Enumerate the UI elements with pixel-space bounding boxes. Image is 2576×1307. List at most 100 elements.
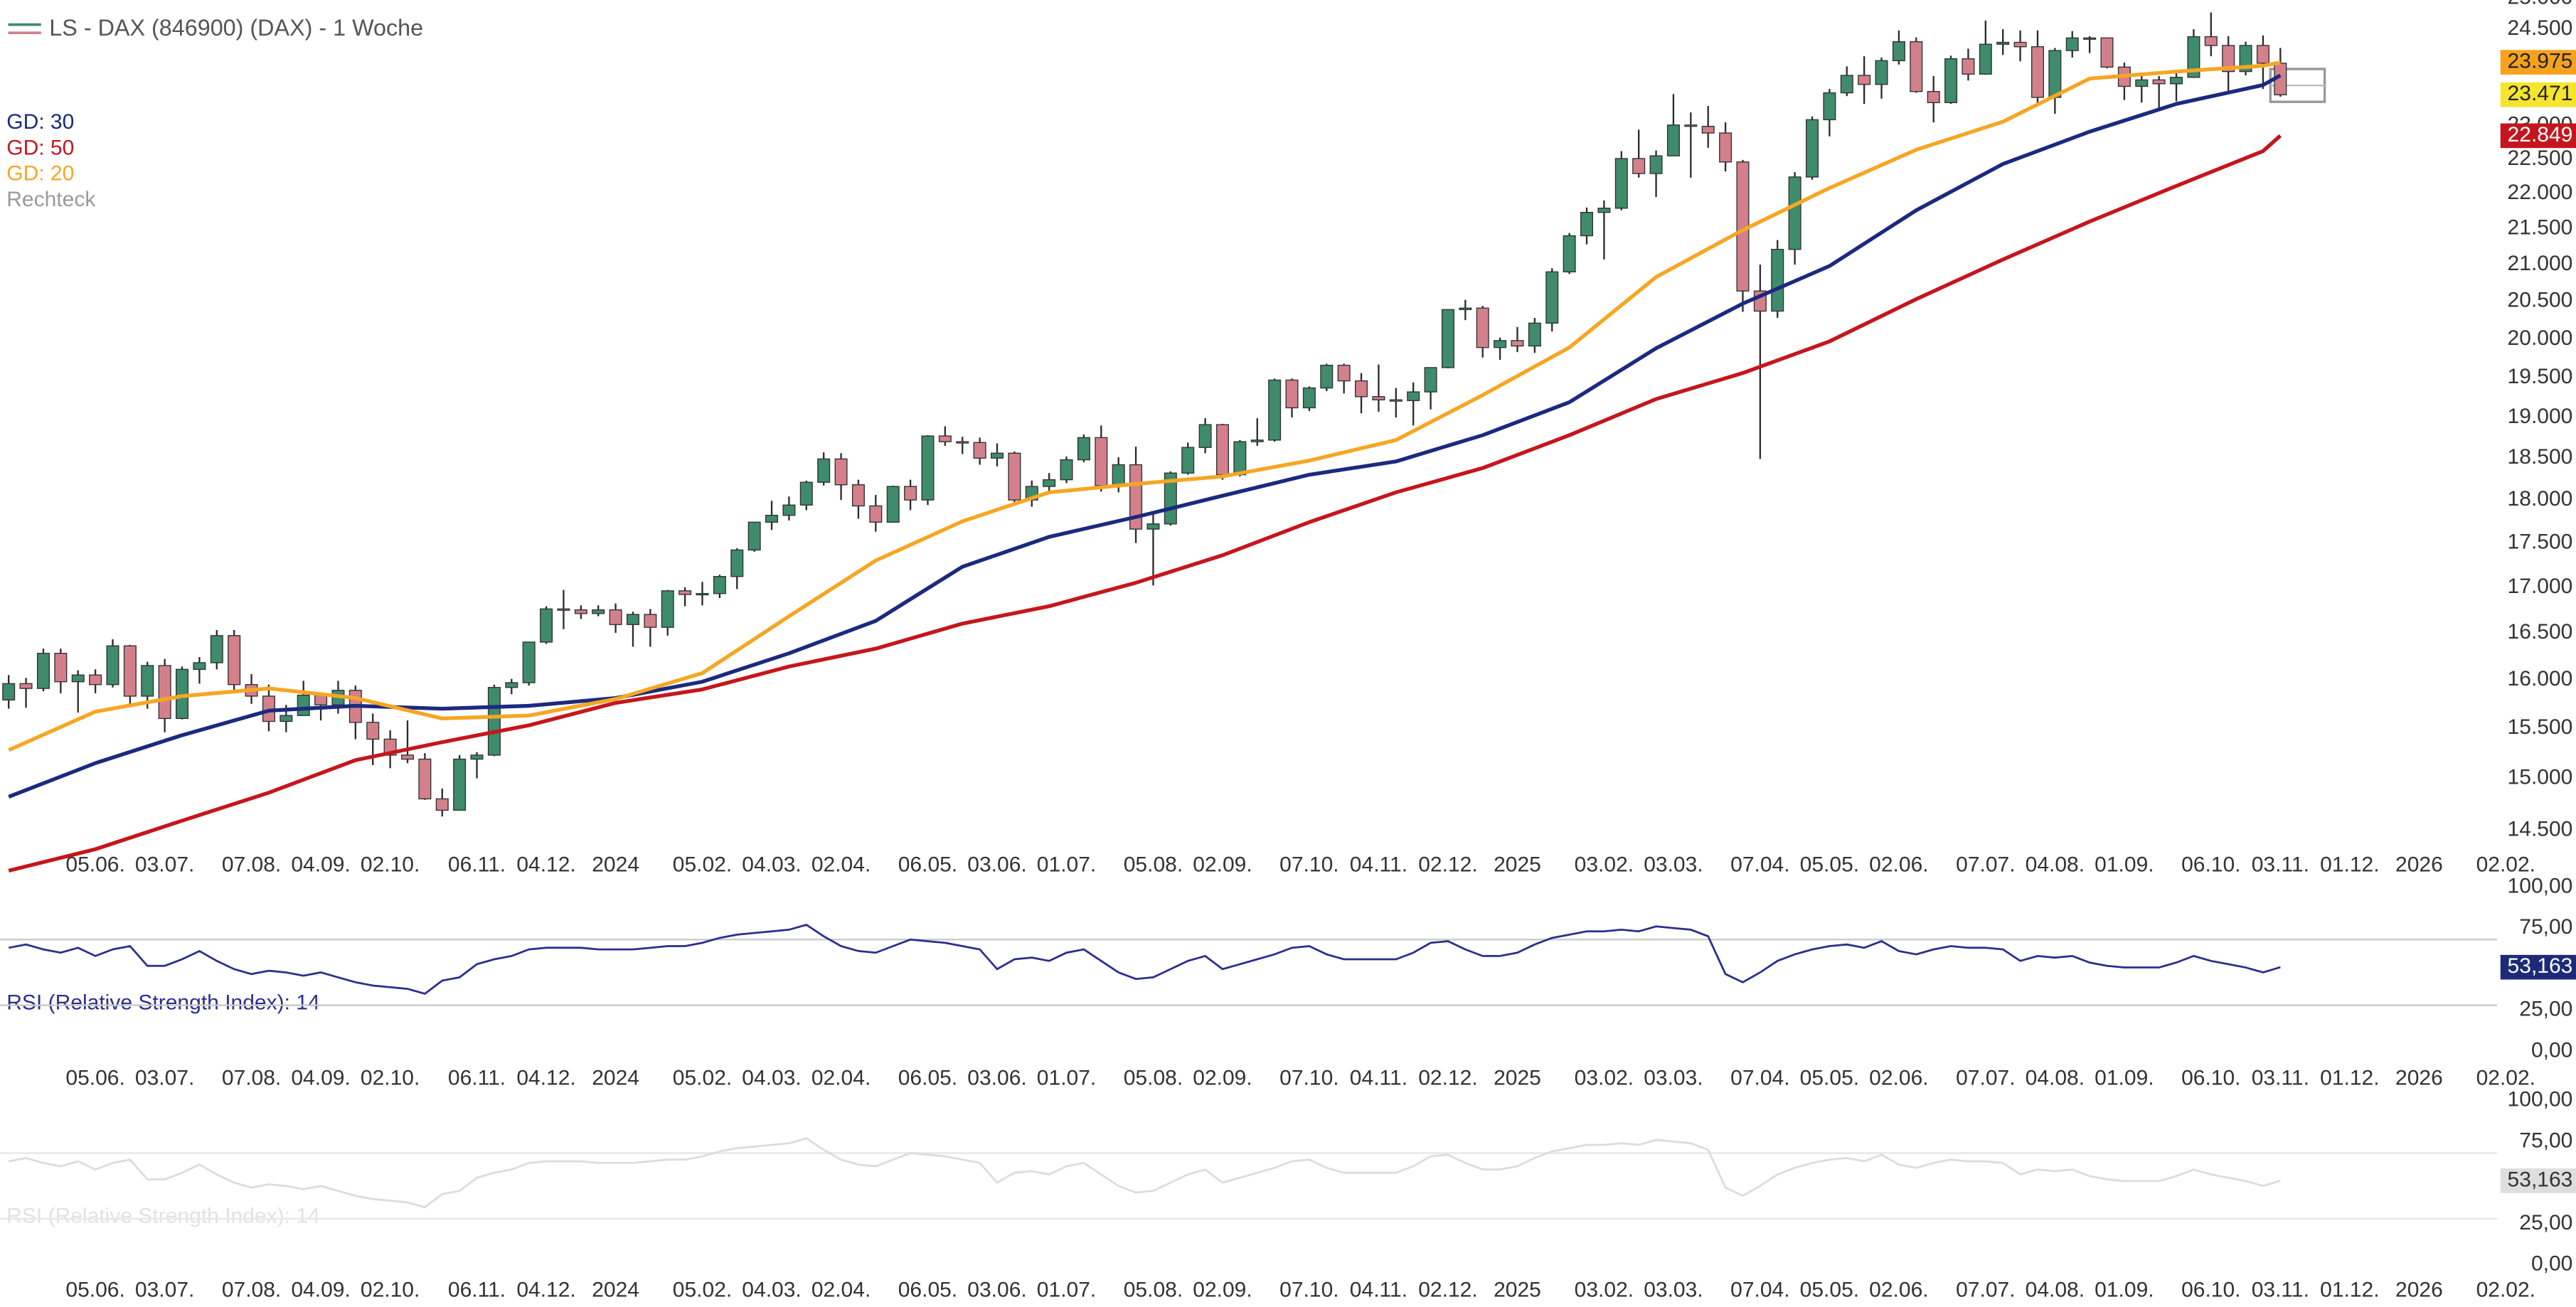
candle-body (2222, 45, 2235, 73)
candle-body (1892, 41, 1905, 62)
candle-body (1146, 523, 1160, 530)
candle-body (799, 481, 813, 506)
y-tick-label: 20.000 (2508, 326, 2573, 350)
y-tick-label: 16.000 (2508, 667, 2573, 690)
x-tick-label: 2024 (592, 853, 639, 876)
x-tick-label: 07.07. (1956, 1067, 2015, 1090)
candle-body (141, 665, 154, 697)
x-tick-label: 06.11. (448, 1279, 506, 1302)
x-tick-label: 02.02. (2476, 1067, 2535, 1090)
rsi-tick-label: 75,00 (2519, 915, 2572, 939)
rsi-tick-label: 75,00 (2519, 1129, 2572, 1152)
x-tick-label: 06.05. (898, 1067, 957, 1090)
y-tick-label: 20.500 (2508, 289, 2573, 312)
candle-body (782, 504, 796, 516)
x-tick-label: 03.06. (967, 853, 1026, 876)
x-tick-label: 02.10. (361, 1067, 420, 1090)
candle-body (2152, 79, 2166, 85)
x-tick-label: 2026 (2395, 1279, 2443, 1302)
x-tick-label: 02.06. (1869, 1279, 1928, 1302)
candle-body (921, 435, 935, 501)
y-tick-label: 17.500 (2508, 530, 2573, 554)
y-tick-label: 22.500 (2508, 146, 2573, 170)
candle-body (1233, 441, 1247, 476)
candle-body (1910, 41, 1923, 92)
x-tick-label: 06.10. (2181, 853, 2240, 876)
candle-body (540, 608, 553, 643)
y-tick-label: 16.500 (2508, 620, 2573, 644)
x-tick-label: 02.04. (811, 1067, 871, 1090)
candle-body (1996, 41, 2010, 45)
candle-body (193, 662, 206, 670)
candle-body (280, 715, 293, 722)
x-tick-label: 03.11. (2252, 1279, 2309, 1302)
rsi-value-box (2500, 1168, 2576, 1193)
x-tick-label: 07.10. (1279, 853, 1338, 876)
x-tick-label: 04.08. (2026, 1067, 2085, 1090)
candle-body (869, 505, 883, 523)
x-tick-label: 03.07. (135, 1067, 194, 1090)
x-tick-label: 03.07. (135, 853, 194, 876)
x-tick-label: 07.07. (1956, 1279, 2015, 1302)
legend-entry: GD: 50 (6, 136, 74, 159)
x-tick-label: 04.08. (2026, 1279, 2085, 1302)
candle-body (1407, 391, 1420, 402)
x-tick-label: 06.11. (448, 853, 506, 876)
candle-body (730, 549, 744, 577)
x-tick-label: 01.07. (1037, 1279, 1096, 1302)
candle-body (1389, 399, 1403, 402)
candle-body (609, 609, 622, 625)
candle-body (973, 442, 986, 459)
moving-average-line (8, 73, 2282, 799)
x-tick-label: 04.11. (1350, 1067, 1407, 1090)
candle-body (2031, 46, 2044, 98)
candle-body (19, 683, 33, 689)
x-tick-label: 06.10. (2181, 1067, 2240, 1090)
x-tick-label: 01.09. (2095, 1279, 2154, 1302)
x-tick-label: 03.11. (2252, 1067, 2309, 1090)
x-tick-label: 02.06. (1869, 853, 1928, 876)
candle-body (1077, 437, 1090, 461)
y-tick-label: 19.000 (2508, 405, 2573, 428)
price-label: 23.471 (2508, 82, 2573, 105)
candle-body (1164, 472, 1177, 525)
candle-body (1545, 271, 1559, 324)
x-tick-label: 07.04. (1730, 1279, 1789, 1302)
x-tick-label: 04.12. (516, 853, 575, 876)
candle-body (1494, 340, 1507, 348)
candle-body (522, 641, 536, 683)
candle-body (2100, 37, 2114, 68)
x-tick-label: 02.10. (361, 1279, 420, 1302)
candle-body (1424, 367, 1437, 393)
x-tick-label: 2024 (592, 1067, 639, 1090)
moving-average-line (8, 134, 2282, 873)
x-tick-label: 02.09. (1193, 853, 1252, 876)
x-tick-label: 05.02. (673, 853, 732, 876)
x-tick-label: 06.11. (448, 1067, 506, 1090)
candle-body (123, 645, 137, 697)
x-tick-label: 07.07. (1956, 853, 2015, 876)
candle-body (834, 458, 848, 486)
rsi-tick-label: 0,00 (2531, 1252, 2572, 1276)
x-tick-label: 07.08. (222, 1279, 281, 1302)
candle-body (505, 682, 518, 688)
rsi-tick-label: 100,00 (2508, 1088, 2573, 1111)
y-tick-label: 15.500 (2508, 715, 2573, 739)
candle-body (1666, 124, 1680, 156)
rsi-value-label: 53,163 (2508, 954, 2573, 978)
x-tick-label: 06.05. (898, 1279, 957, 1302)
candle-body (991, 452, 1004, 459)
x-tick-label: 01.07. (1037, 853, 1096, 876)
x-tick-label: 07.04. (1730, 1067, 1789, 1090)
y-tick-label: 18.500 (2508, 445, 2573, 469)
x-tick-label: 07.08. (222, 853, 281, 876)
x-tick-label: 02.04. (811, 853, 871, 876)
candle-body (2170, 77, 2183, 85)
candle-body (1632, 158, 1646, 174)
x-tick-label: 03.02. (1575, 1279, 1634, 1302)
candle-body (1302, 387, 1316, 409)
x-tick-label: 02.12. (1418, 1067, 1477, 1090)
candle-body (2, 683, 16, 701)
candle-body (54, 653, 68, 683)
